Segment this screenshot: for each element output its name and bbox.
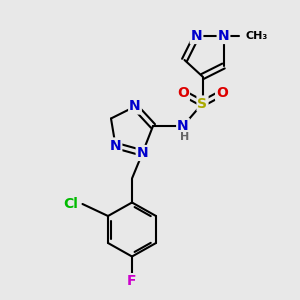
Text: N: N: [110, 139, 121, 152]
Text: N: N: [129, 100, 141, 113]
Text: Cl: Cl: [63, 197, 78, 211]
Text: CH₃: CH₃: [246, 31, 268, 41]
Text: N: N: [137, 146, 148, 160]
Text: S: S: [197, 97, 208, 110]
Text: O: O: [177, 86, 189, 100]
Text: N: N: [218, 29, 229, 43]
Text: N: N: [177, 119, 189, 133]
Text: F: F: [127, 274, 137, 288]
Text: N: N: [191, 29, 202, 43]
Text: H: H: [180, 132, 189, 142]
Text: O: O: [216, 86, 228, 100]
